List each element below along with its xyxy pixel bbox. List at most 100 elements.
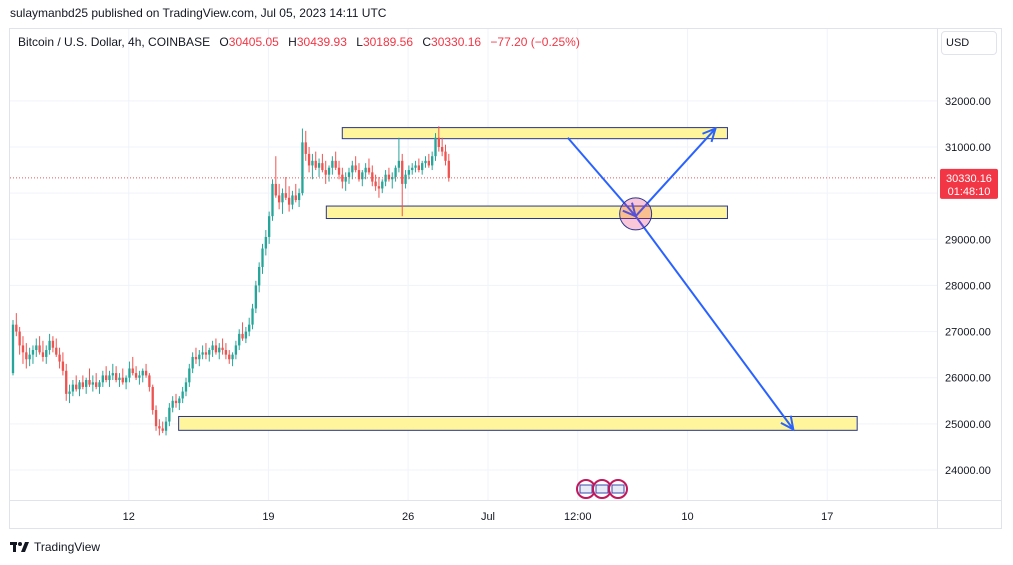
candle-body (431, 156, 434, 166)
y-tick-label: 25000.00 (945, 419, 991, 431)
change-value: −77.20 (−0.25%) (490, 35, 580, 49)
candle-body (224, 350, 228, 355)
candle-body (287, 197, 291, 205)
candle-body (411, 167, 414, 171)
candle-body (327, 167, 331, 175)
candle-body (357, 170, 361, 180)
candle-body (274, 183, 277, 196)
candle-body (138, 375, 141, 378)
candle-body (31, 350, 35, 355)
support-resistance-zone[interactable] (325, 205, 728, 220)
candle-body (28, 354, 31, 360)
high-value: 30439.93 (296, 35, 347, 49)
projection-arrow-line[interactable] (634, 215, 795, 430)
symbol-legend: Bitcoin / U.S. Dollar, 4h, COINBASE O304… (18, 35, 580, 49)
candle-body (421, 163, 424, 171)
candle-body (281, 193, 284, 203)
candle-body (78, 382, 81, 390)
us-flag-icon (579, 484, 593, 494)
candle-body (251, 308, 254, 325)
candle-body (128, 368, 131, 378)
candle-body (238, 333, 241, 346)
candle-body (118, 377, 121, 381)
last-price-badge (940, 168, 998, 199)
candle-body (151, 386, 154, 411)
x-tick-label: 17 (821, 511, 833, 523)
candle-body (181, 391, 184, 399)
candle-body (397, 160, 401, 168)
x-tick-label: 12 (123, 511, 135, 523)
candle-body (198, 354, 201, 360)
candle-body (35, 345, 38, 351)
projection-arrow-head[interactable] (780, 415, 795, 432)
projection-arrow-head[interactable] (702, 126, 718, 143)
support-resistance-zone[interactable] (341, 127, 728, 140)
symbol-name: Bitcoin / U.S. Dollar, 4h, COINBASE (18, 35, 211, 49)
candle-body (341, 174, 344, 182)
brand-name: TradingView (34, 540, 101, 554)
us-flag-icon (611, 484, 625, 494)
support-resistance-zone[interactable] (178, 415, 858, 431)
candle-body (351, 165, 354, 173)
candle-body (154, 410, 158, 427)
candle-body (337, 167, 341, 175)
candle-body (25, 352, 28, 360)
last-price-value: 30330.16 (946, 173, 992, 185)
candle-body (277, 195, 281, 203)
close-value: 30330.16 (431, 35, 482, 49)
candle-body (414, 165, 417, 168)
candle-body (21, 345, 25, 353)
candle-body (94, 382, 98, 387)
breakout-circle-marker[interactable] (619, 197, 653, 231)
y-tick-label: 27000.00 (945, 327, 991, 339)
tradingview-brand[interactable]: TradingView (10, 540, 100, 554)
candle-body (91, 382, 95, 385)
candle-body (18, 331, 21, 346)
candle-body (158, 426, 161, 429)
candle-body (15, 324, 18, 332)
candle-body (124, 377, 128, 383)
candle-body (41, 352, 45, 357)
candle-body (401, 160, 404, 184)
candle-body (234, 345, 238, 355)
candle-body (38, 345, 41, 353)
candle-body (201, 352, 204, 355)
candle-body (55, 347, 58, 355)
candle-body (314, 160, 317, 168)
candle-body (114, 373, 118, 381)
candle-body (364, 167, 367, 173)
tradingview-logo-icon (10, 542, 29, 552)
candle-body (204, 352, 208, 355)
candle-body (347, 172, 351, 177)
candle-body (434, 137, 437, 157)
candle-body (48, 340, 51, 351)
x-tick-label: 26 (402, 511, 414, 523)
candle-body (161, 428, 164, 431)
candle-body (131, 368, 134, 374)
y-tick-label: 32000.00 (945, 96, 991, 108)
candle-body (248, 324, 251, 332)
projection-arrow-line[interactable] (634, 127, 717, 217)
candle-body (244, 331, 248, 339)
candle-body (211, 345, 214, 351)
currency-button[interactable]: USD (941, 31, 997, 55)
open-value: 30405.05 (228, 35, 279, 49)
x-tick-label: 19 (262, 511, 274, 523)
candle-body (304, 142, 307, 154)
candle-body (371, 172, 374, 182)
candle-body (291, 195, 294, 205)
candle-body (374, 181, 377, 187)
candle-body (168, 407, 171, 422)
candle-body (45, 350, 48, 357)
candle-body (321, 163, 324, 171)
candle-countdown-timer: 01:48:10 (948, 186, 991, 198)
candle-body (447, 160, 450, 178)
candle-body (404, 174, 407, 184)
open-label: O (219, 35, 229, 49)
candle-body (367, 167, 371, 173)
candle-body (88, 380, 91, 385)
candle-body (307, 153, 311, 166)
candle-body (104, 375, 108, 381)
low-label: L (356, 35, 363, 49)
